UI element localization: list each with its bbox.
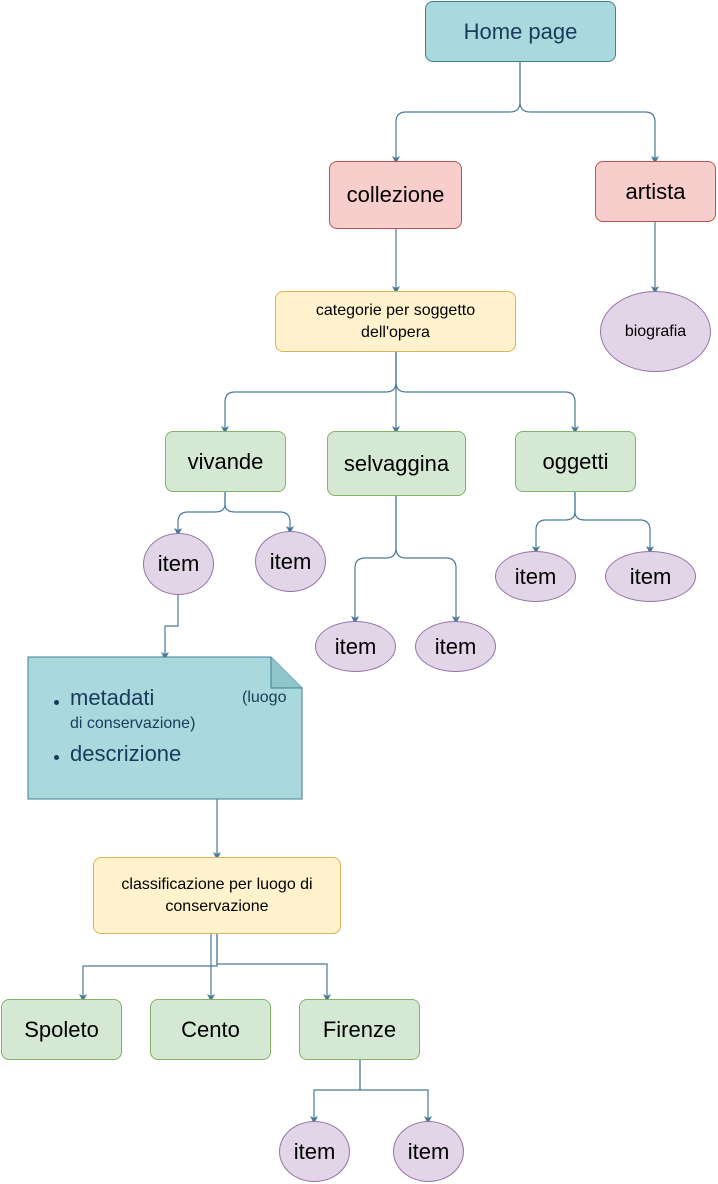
- note-conservazione: di conservazione): [70, 715, 196, 732]
- vivande-node: vivande: [165, 431, 286, 492]
- classificazione-line2: conservazione: [165, 897, 269, 915]
- edge-categorie-oggetti: [395, 352, 579, 434]
- note-metadati: metadati: [70, 685, 155, 710]
- note-luogo: (luogo: [242, 689, 287, 706]
- oggetti-item-2: item: [605, 551, 696, 602]
- selvaggina-item-1: item: [315, 621, 396, 672]
- note-fold: [270, 657, 302, 689]
- edge-oggetti-item2: [574, 492, 654, 554]
- vivande-item-2: item: [255, 531, 326, 592]
- edge-oggetti-item1: [532, 492, 576, 554]
- home-page-node: Home page: [425, 1, 616, 62]
- edge-selvaggina-item2: [395, 496, 460, 624]
- firenze-item-1: item: [279, 1121, 350, 1182]
- classificazione-node: classificazione per luogo di conservazio…: [93, 857, 341, 934]
- edge-firenze-item1: [310, 1060, 361, 1124]
- edge-selvaggina-item1: [351, 496, 397, 624]
- firenze-node: Firenze: [299, 999, 420, 1060]
- oggetti-node: oggetti: [515, 431, 636, 492]
- edge-item-note: [161, 595, 179, 660]
- bullet-icon: [54, 755, 59, 760]
- collezione-node: collezione: [329, 161, 462, 229]
- edge-home-collezione: [392, 62, 521, 164]
- classificazione-line1: classificazione per luogo di: [121, 875, 313, 893]
- categorie-node: categorie per soggetto dell'opera: [275, 291, 516, 352]
- note-descrizione: descrizione: [70, 741, 182, 766]
- bullet-icon: [54, 700, 59, 705]
- spoleto-node: Spoleto: [1, 999, 122, 1060]
- selvaggina-node: selvaggina: [327, 431, 466, 496]
- vivande-item-1: item: [143, 533, 214, 595]
- edge-classificazione-firenze: [216, 934, 331, 1002]
- selvaggina-item-2: item: [415, 621, 496, 672]
- categorie-line2: dell'opera: [361, 323, 430, 341]
- edge-vivande-item2: [224, 492, 294, 534]
- categorie-line1: categorie per soggetto: [315, 301, 476, 319]
- firenze-item-2: item: [393, 1121, 464, 1182]
- edge-vivande-item1: [174, 492, 226, 536]
- artista-node: artista: [595, 161, 716, 222]
- biografia-node: biografia: [600, 291, 711, 372]
- edge-categorie-vivande: [221, 352, 397, 434]
- edge-classificazione-spoleto: [79, 934, 218, 1002]
- edge-home-artista: [519, 62, 659, 164]
- item-detail-note: metadati (luogo di conservazione) descri…: [28, 657, 302, 799]
- note-shape: [27, 656, 303, 800]
- cento-node: Cento: [150, 999, 271, 1060]
- edge-firenze-item2: [359, 1060, 432, 1124]
- oggetti-item-1: item: [495, 551, 576, 602]
